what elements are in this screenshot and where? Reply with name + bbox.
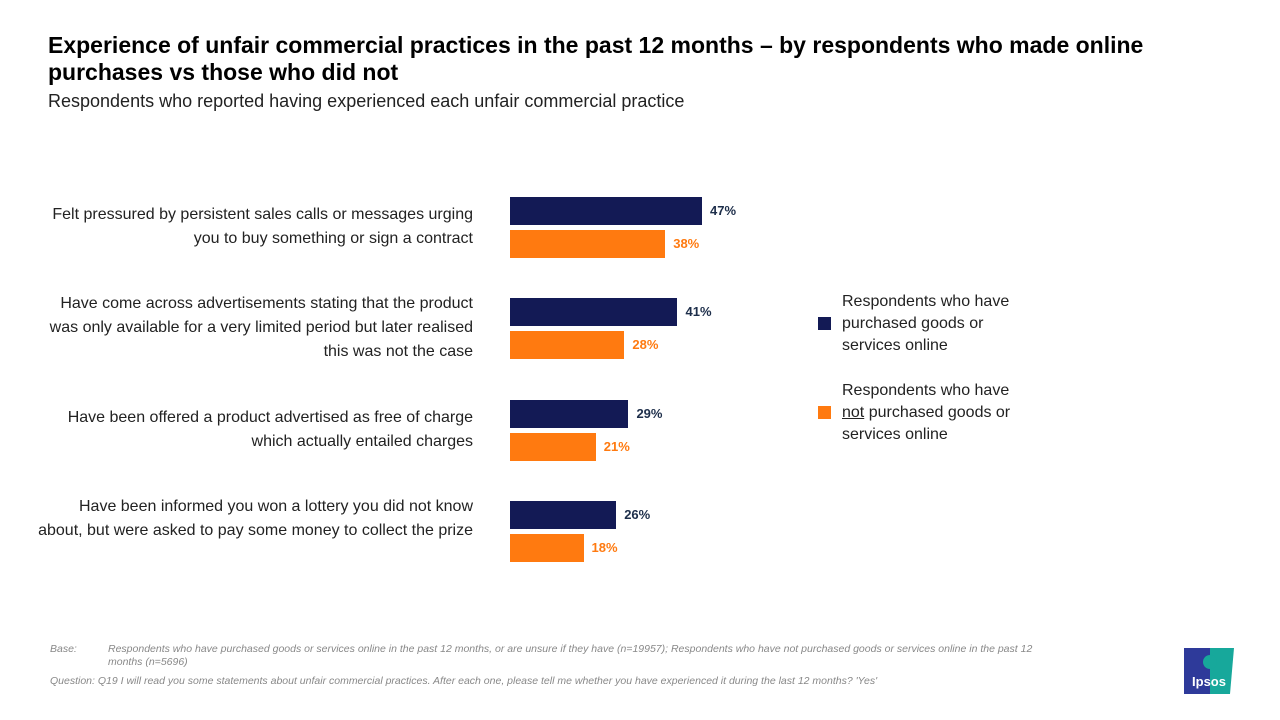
footnote-question: Question: Q19 I will read you some state…	[50, 675, 878, 687]
legend-swatch-offline	[818, 406, 831, 419]
data-label: 28%	[632, 337, 659, 352]
bar	[510, 400, 629, 428]
chart-title: Experience of unfair commercial practice…	[48, 32, 1144, 85]
base-label: Base:	[50, 643, 77, 655]
bar	[510, 230, 666, 258]
base-text: Respondents who have purchased goods or …	[108, 643, 1033, 668]
legend-label-offline: Respondents who have not purchased goods …	[842, 382, 1011, 443]
bar	[510, 197, 702, 225]
legend-item-online: Respondents who have purchased goods or …	[818, 291, 1028, 357]
chart-subtitle: Respondents who reported having experien…	[48, 91, 685, 111]
data-label: 47%	[709, 203, 737, 218]
bar	[510, 298, 678, 326]
data-label: 18%	[591, 540, 618, 555]
legend-label-online: Respondents who have purchased goods or …	[842, 293, 1010, 354]
category-label: Have been informed you won a lottery you…	[38, 498, 473, 539]
category-label: Have come across advertisements stating …	[49, 295, 473, 360]
ipsos-logo: Ipsos	[1184, 648, 1234, 694]
footnote-base: Base: Respondents who have purchased goo…	[50, 643, 1038, 669]
svg-text:Ipsos: Ipsos	[1192, 674, 1226, 689]
data-label: 29%	[636, 406, 663, 421]
bar	[510, 534, 584, 562]
data-label: 41%	[685, 304, 712, 319]
bar	[510, 501, 617, 529]
category-label: Have been offered a product advertised a…	[67, 409, 473, 450]
data-label: 38%	[673, 236, 700, 251]
legend-item-offline: Respondents who have not purchased goods …	[818, 380, 1038, 446]
bar	[510, 433, 596, 461]
legend-swatch-online	[818, 317, 831, 330]
category-label: Felt pressured by persistent sales calls…	[52, 206, 473, 247]
data-label: 21%	[603, 439, 630, 454]
bar	[510, 331, 625, 359]
data-label: 26%	[624, 507, 651, 522]
